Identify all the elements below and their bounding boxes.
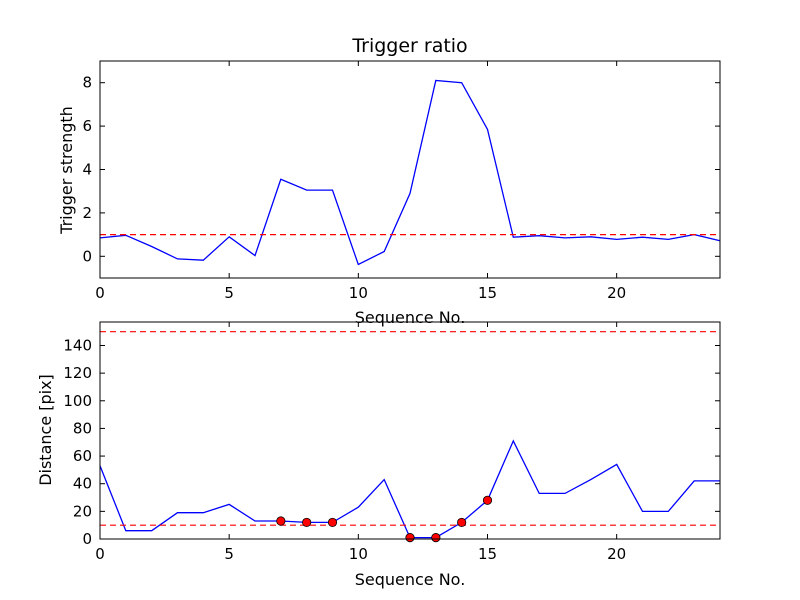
y-tick-label: 8	[82, 74, 92, 92]
x-axis-label: Sequence No.	[355, 570, 466, 589]
y-tick-label: 120	[63, 364, 92, 382]
y-tick-label: 6	[82, 117, 92, 135]
x-tick-label: 20	[607, 284, 626, 302]
data-point	[302, 517, 312, 528]
y-tick-label: 60	[73, 447, 92, 465]
data-point	[482, 495, 493, 505]
y-tick-label: 0	[82, 530, 92, 548]
x-tick-label: 10	[349, 545, 368, 563]
y-tick-label: 2	[82, 204, 92, 222]
x-tick-label: 0	[95, 284, 105, 302]
x-tick-label: 5	[224, 545, 234, 563]
chart-title: Trigger ratio	[351, 35, 467, 57]
y-tick-label: 40	[73, 475, 92, 493]
x-tick-label: 5	[224, 284, 234, 302]
data-point	[327, 517, 338, 528]
y-tick-label: 0	[82, 247, 92, 265]
y-tick-label: 4	[82, 161, 92, 179]
x-tick-label: 10	[349, 284, 368, 302]
x-tick-label: 0	[95, 545, 105, 563]
distance-chart: Distance [pix] Sequence No. 0 5 10 15 20 0 20 4…	[36, 321, 721, 589]
data-point	[457, 517, 467, 528]
plot-frame	[99, 321, 721, 540]
data-point	[276, 516, 286, 526]
y-tick-label: 20	[73, 502, 92, 520]
y-axis-label: Distance [pix]	[36, 374, 55, 486]
y-axis-label: Trigger strength	[57, 106, 76, 235]
x-tick-label: 20	[607, 545, 626, 563]
data-point	[431, 533, 441, 543]
series-line	[99, 79, 721, 266]
x-tick-label: 15	[478, 284, 497, 302]
y-tick-label: 140	[63, 336, 92, 354]
y-tick-label: 80	[73, 419, 92, 437]
data-point	[405, 533, 415, 543]
x-axis-label: Sequence No.	[355, 308, 466, 327]
y-tick-label: 100	[63, 392, 92, 410]
x-tick-label: 15	[478, 545, 497, 563]
